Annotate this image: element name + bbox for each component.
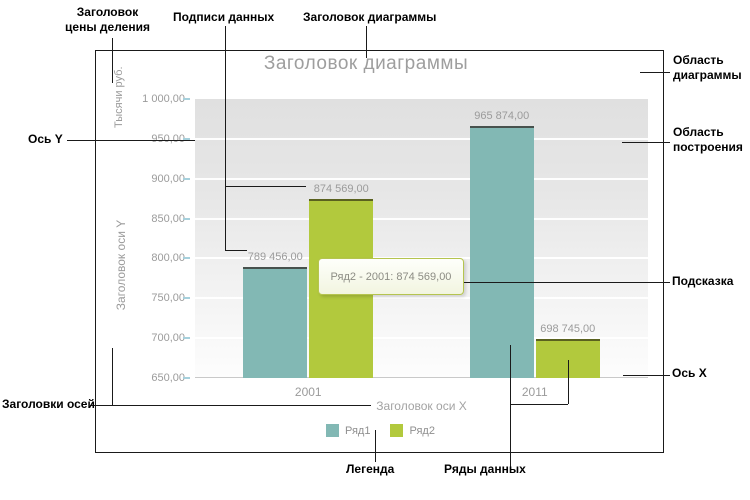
annotation-line [225, 186, 306, 187]
data-label: 965 874,00 [474, 110, 530, 123]
category-label: 2011 [521, 385, 548, 399]
annotation-line [67, 140, 195, 141]
y-tick-mark [183, 137, 190, 140]
y-tick-mark [183, 177, 190, 180]
annotation-label-axis-titles: Заголовки осей [2, 397, 95, 411]
annotation-label-chart-title: Заголовок диаграммы [303, 10, 437, 24]
x-axis-line [195, 377, 648, 378]
annotation-label-data-series: Ряды данных [444, 462, 526, 476]
annotation-line [640, 72, 670, 73]
category-label: 2001 [294, 385, 322, 399]
tooltip: Ряд2 - 2001: 874 569,00 [318, 258, 464, 295]
annotation-line [366, 26, 367, 58]
y-tick-label: 750,00 [151, 292, 185, 305]
annotation-line [112, 38, 113, 83]
bar-ряд1-2001[interactable] [243, 266, 308, 378]
legend-item-ряд2[interactable]: Ряд2 [390, 424, 435, 437]
y-tick-label: 650,00 [151, 372, 185, 384]
gridline [195, 297, 648, 300]
legend-swatch [390, 424, 404, 437]
annotation-label-x-axis: Ось X [672, 366, 707, 380]
annotation-label-chart-area: Область диаграммы [673, 53, 742, 82]
annotation-label-data-labels: Подписи данных [173, 10, 275, 24]
gridline [195, 177, 648, 180]
y-tick-mark [183, 217, 190, 220]
annotation-label-legend: Легенда [346, 462, 395, 476]
annotation-line [464, 282, 670, 283]
annotation-line [568, 360, 569, 404]
y-tick-mark [183, 377, 190, 379]
y-tick-label: 700,00 [151, 332, 185, 345]
data-label: 789 456,00 [247, 250, 303, 263]
annotation-line [510, 404, 568, 405]
y-tick-label: 1 000,00 [142, 93, 185, 105]
annotation-line [90, 405, 371, 406]
y-tick-mark [183, 98, 190, 100]
bar-ряд1-2011[interactable] [469, 126, 534, 378]
legend-swatch [326, 424, 339, 437]
data-label: 874 569,00 [313, 182, 369, 195]
y-tick-mark [183, 297, 190, 300]
y-tick-label: 950,00 [151, 132, 185, 145]
annotation-label-tooltip: Подсказка [672, 274, 734, 288]
annotation-line [622, 142, 670, 143]
tooltip-text: Ряд2 - 2001: 874 569,00 [330, 270, 452, 283]
bar-ряд2-2011[interactable] [535, 339, 600, 378]
annotation-line [623, 375, 670, 376]
annotation-label-y-axis: Ось Y [28, 132, 63, 146]
data-label: 698 745,00 [540, 323, 596, 336]
annotation-label-plot-area: Область построения [673, 125, 743, 154]
annotation-line [112, 348, 113, 405]
gridline [195, 137, 648, 140]
y-tick-label: 900,00 [151, 172, 185, 185]
gridline [195, 337, 648, 340]
y-tick-mark [183, 257, 190, 260]
gridline [195, 217, 648, 220]
legend: Ряд1 Ряд2 [326, 424, 435, 437]
y-tick-label: 850,00 [151, 212, 185, 225]
legend-item-ряд1[interactable]: Ряд1 [326, 424, 370, 437]
chart-title: Заголовок диаграммы [263, 53, 469, 74]
y-tick-mark [183, 337, 190, 340]
legend-label: Ряд1 [345, 424, 371, 437]
annotation-line [225, 26, 226, 250]
x-axis-title: Заголовок оси X [376, 399, 467, 413]
annotation-line [225, 250, 247, 251]
annotation-line [375, 430, 376, 462]
annotation-line [510, 345, 511, 468]
legend-label: Ряд2 [409, 424, 435, 437]
y-tick-label: 800,00 [151, 252, 185, 265]
annotation-label-scale-unit-title: Заголовок цены деления [65, 5, 150, 34]
